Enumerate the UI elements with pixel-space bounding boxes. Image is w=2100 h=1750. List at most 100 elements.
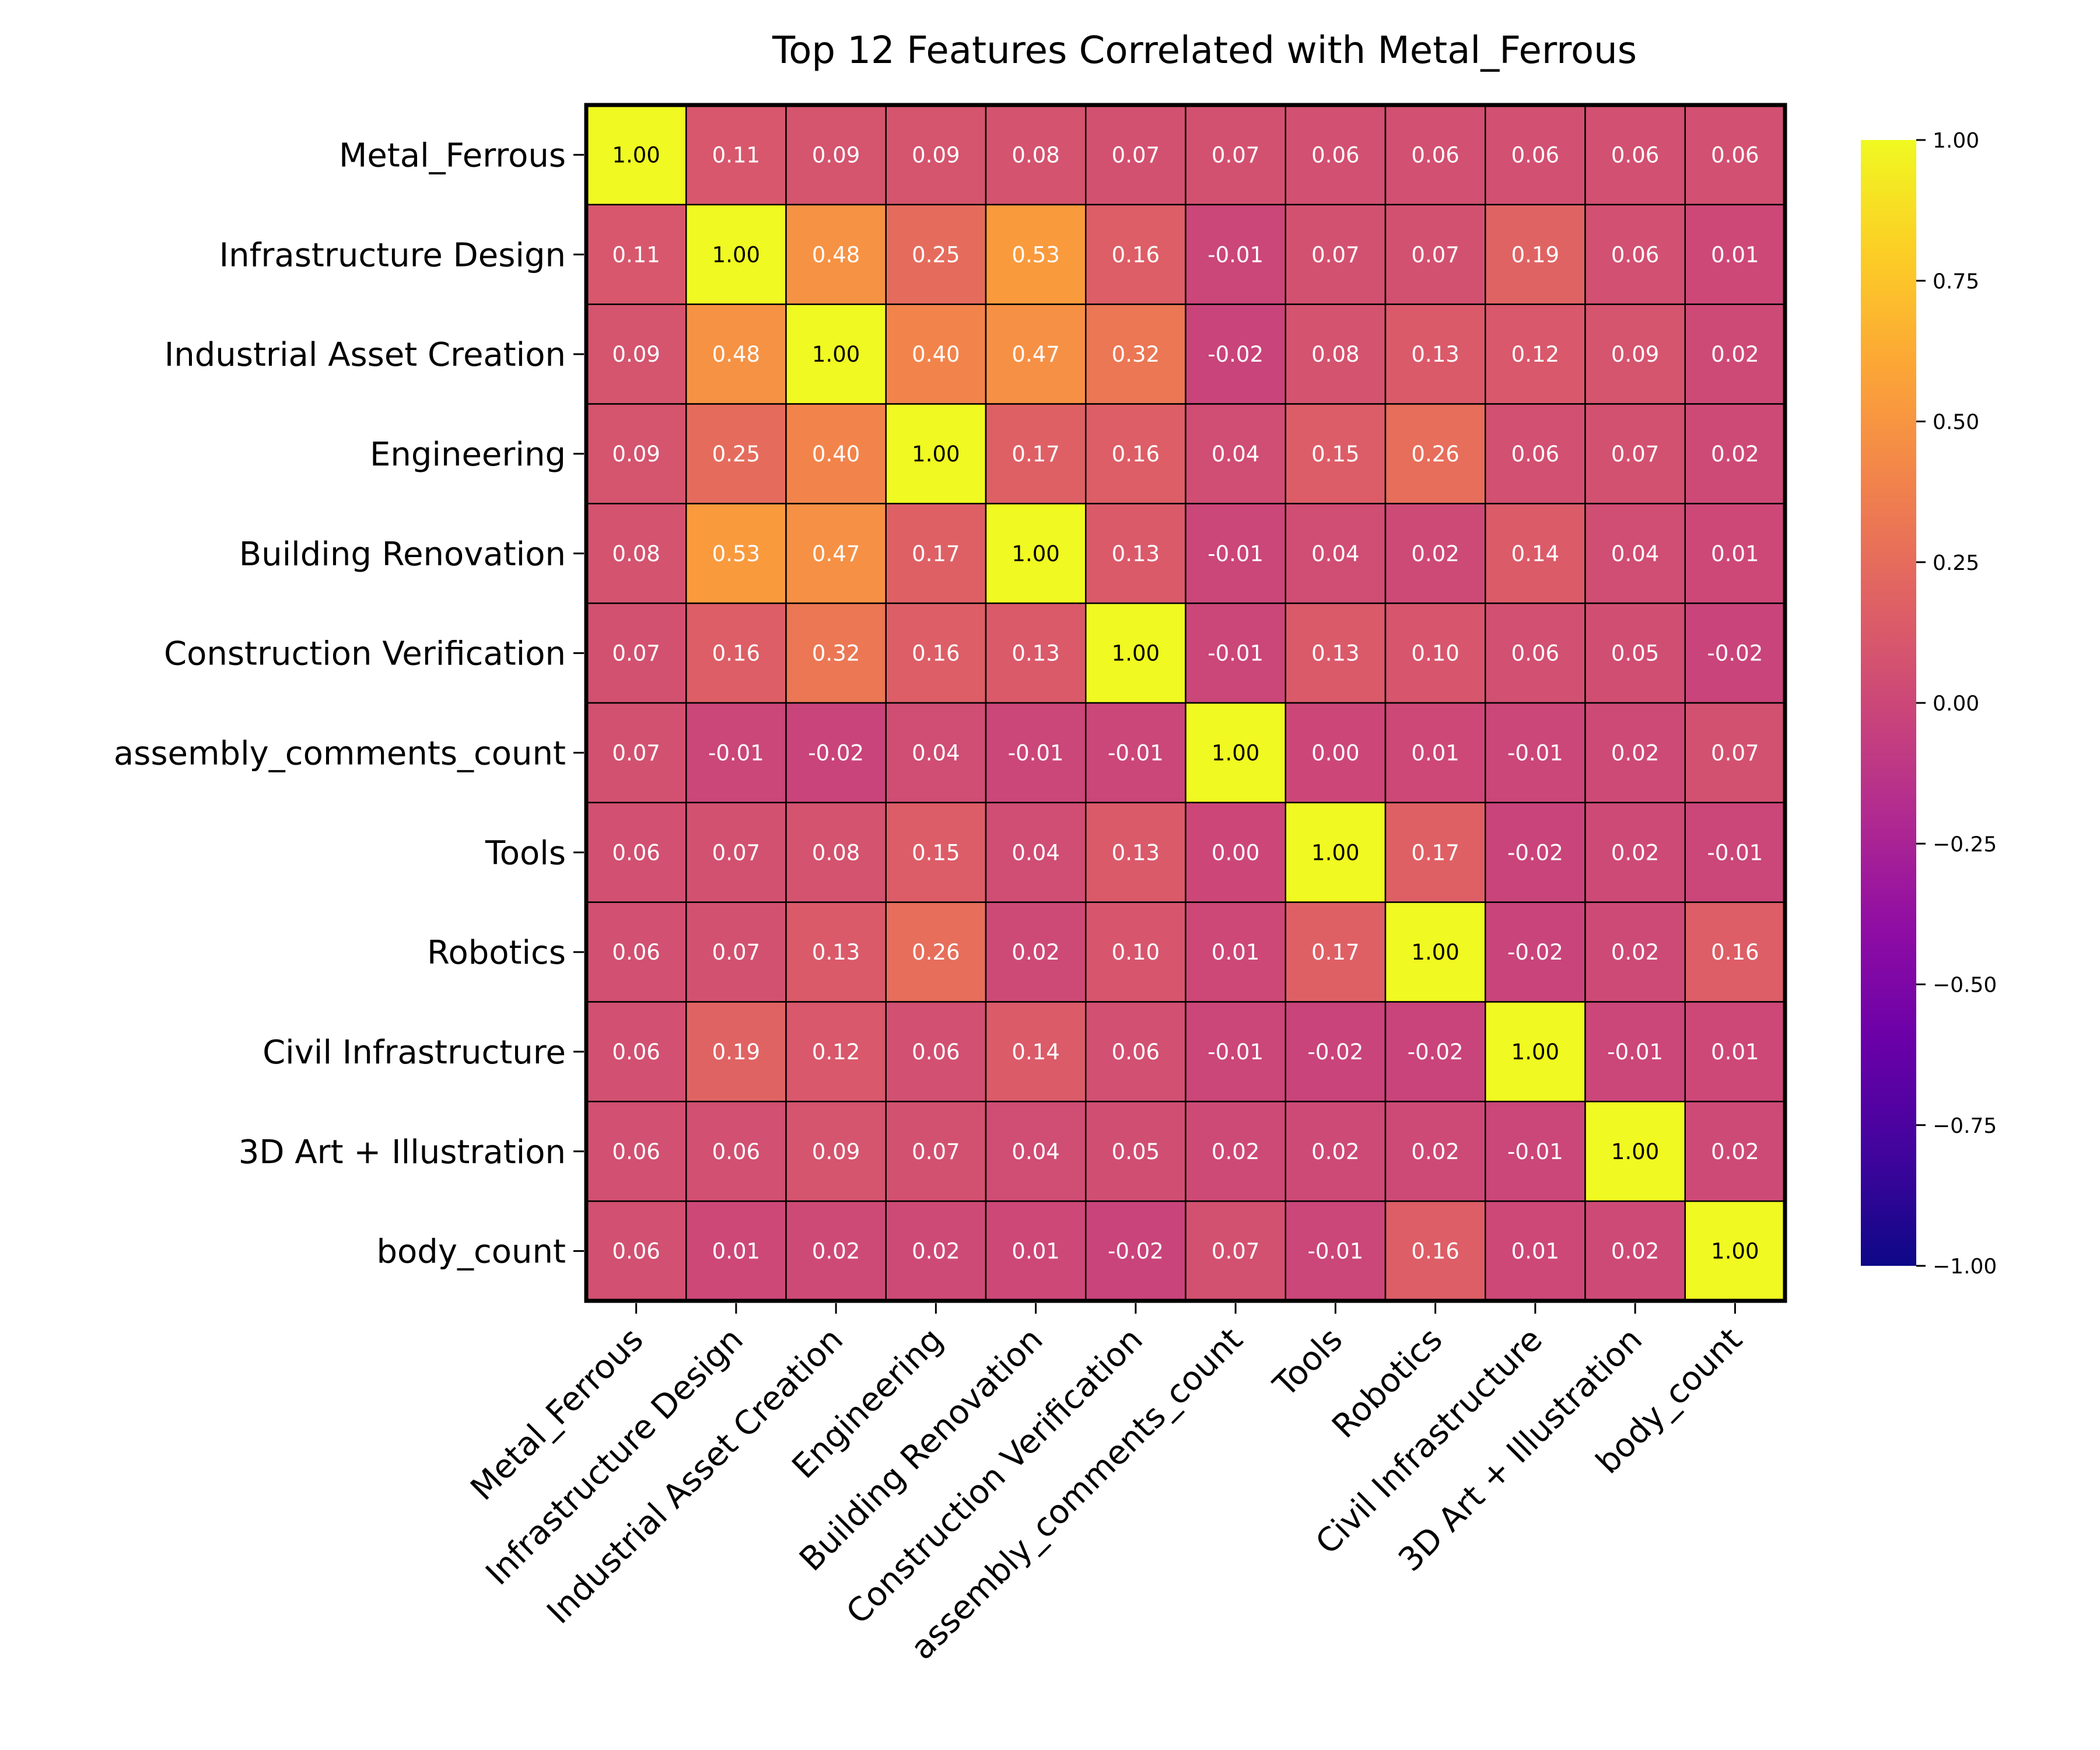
heatmap-cell bbox=[685, 503, 787, 604]
heatmap-cell-label: 1.00 bbox=[712, 242, 760, 267]
heatmap-cell-label: -0.01 bbox=[1507, 740, 1563, 765]
heatmap-cell bbox=[1684, 104, 1786, 206]
heatmap-cell-label: -0.02 bbox=[1707, 641, 1763, 666]
colorbar-tick-label: 1.00 bbox=[1933, 129, 1979, 153]
colorbar-ticks: 1.00 0.75 0.50 0.25 0.00 −0.25 −0.50 −0.75 −1.00 bbox=[1916, 129, 1997, 1279]
heatmap-cell-label: 0.40 bbox=[912, 342, 960, 367]
heatmap-cell-label: -0.01 bbox=[1607, 1040, 1663, 1065]
heatmap-cell-label: 0.19 bbox=[712, 1040, 760, 1065]
heatmap-cell-label: 0.06 bbox=[1112, 1040, 1160, 1065]
heatmap-cell bbox=[985, 1001, 1087, 1102]
heatmap-cell-label: 0.06 bbox=[1611, 142, 1659, 167]
heatmap-cell-label: 0.19 bbox=[1511, 242, 1559, 267]
heatmap-cell bbox=[1684, 1101, 1786, 1202]
heatmap-cell-label: 0.04 bbox=[1012, 1139, 1059, 1164]
heatmap-cell-label: 0.11 bbox=[612, 242, 660, 267]
heatmap-cell bbox=[1584, 1200, 1686, 1302]
heatmap-cell bbox=[1684, 1001, 1786, 1102]
heatmap-cell-label: -0.01 bbox=[1308, 1239, 1364, 1264]
heatmap-cell-label: 0.14 bbox=[1511, 541, 1559, 566]
heatmap-cell bbox=[785, 1200, 887, 1302]
heatmap-cell-label: 0.16 bbox=[712, 641, 760, 666]
heatmap-cell bbox=[1185, 204, 1286, 305]
heatmap-cell-label: 0.06 bbox=[712, 1139, 760, 1164]
heatmap-cell-label: 0.09 bbox=[612, 442, 660, 467]
heatmap-cell-label: 0.06 bbox=[1511, 442, 1559, 467]
heatmap-cell-label: -0.01 bbox=[1208, 641, 1264, 666]
heatmap-cell bbox=[1584, 1101, 1686, 1202]
heatmap-cell-label: 0.13 bbox=[1411, 342, 1459, 367]
heatmap-cell-label: 0.48 bbox=[812, 242, 860, 267]
heatmap-cell-label: 0.09 bbox=[912, 142, 960, 167]
heatmap-cell bbox=[1384, 403, 1486, 505]
heatmap-cell-label: 1.00 bbox=[1511, 1040, 1559, 1065]
y-tick-label: Construction Verification bbox=[164, 635, 566, 673]
heatmap-cell-label: 0.09 bbox=[812, 1139, 860, 1164]
y-tick-label: Building Renovation bbox=[239, 536, 566, 573]
heatmap-cell-label: 1.00 bbox=[812, 342, 860, 367]
heatmap-cell-label: -0.01 bbox=[1507, 1139, 1563, 1164]
heatmap-cell-label: 0.00 bbox=[1212, 840, 1259, 865]
heatmap-cell bbox=[785, 403, 887, 505]
heatmap-cell-label: 0.02 bbox=[1411, 1139, 1459, 1164]
heatmap-cell-label: 0.13 bbox=[812, 940, 860, 965]
heatmap-cell-label: 0.06 bbox=[1511, 142, 1559, 167]
heatmap-cell bbox=[1384, 702, 1486, 804]
heatmap-cell-label: 0.07 bbox=[712, 940, 760, 965]
y-axis-ticks: Metal_Ferrous Infrastructure Design Indust… bbox=[114, 136, 584, 1271]
colorbar-tick-label: 0.00 bbox=[1933, 692, 1979, 716]
y-tick-label: Industrial Asset Creation bbox=[164, 336, 566, 374]
heatmap-cell-label: 0.02 bbox=[912, 1239, 960, 1264]
heatmap-cell bbox=[885, 802, 987, 903]
heatmap-cell-label: 0.53 bbox=[712, 541, 760, 566]
heatmap-cell bbox=[1485, 702, 1586, 804]
heatmap-cell bbox=[1085, 104, 1186, 206]
heatmap-cell-label: 0.07 bbox=[612, 641, 660, 666]
heatmap-cell-label: -0.01 bbox=[1208, 242, 1264, 267]
heatmap-cell bbox=[885, 901, 987, 1003]
heatmap-cell bbox=[1284, 1101, 1387, 1202]
heatmap-cell bbox=[585, 303, 687, 405]
y-tick-label: body_count bbox=[377, 1233, 566, 1271]
heatmap-cell-label: -0.01 bbox=[1707, 840, 1763, 865]
heatmap-cell bbox=[1384, 901, 1486, 1003]
heatmap-cell-label: 0.06 bbox=[612, 1139, 660, 1164]
heatmap-cell-label: 0.02 bbox=[1711, 1139, 1759, 1164]
heatmap-cell-label: 0.17 bbox=[1012, 442, 1059, 467]
heatmap-cell bbox=[585, 403, 687, 505]
heatmap-cell bbox=[785, 1101, 887, 1202]
colorbar-tick-label: −0.25 bbox=[1933, 832, 1997, 856]
x-tick-label: Tools bbox=[1266, 1321, 1350, 1405]
heatmap-cell bbox=[985, 702, 1087, 804]
heatmap-cell-label: 0.12 bbox=[1511, 342, 1559, 367]
heatmap-cell-label: 0.02 bbox=[1012, 940, 1059, 965]
heatmap-cell-label: 0.13 bbox=[1311, 641, 1359, 666]
heatmap-cell bbox=[785, 503, 887, 604]
y-tick-label: Engineering bbox=[370, 436, 566, 474]
heatmap-cell-label: 0.08 bbox=[1012, 142, 1059, 167]
x-tick-label: Metal_Ferrous bbox=[464, 1321, 651, 1508]
heatmap-cell bbox=[685, 1001, 787, 1102]
heatmap-cell-label: 0.01 bbox=[1711, 242, 1759, 267]
heatmap-cell bbox=[1185, 901, 1286, 1003]
heatmap-cell bbox=[1085, 403, 1186, 505]
heatmap-cell bbox=[1384, 602, 1486, 704]
heatmap-cell-label: -0.01 bbox=[1208, 1040, 1264, 1065]
heatmap-cell-label: 0.26 bbox=[1411, 442, 1459, 467]
heatmap-cell-label: -0.01 bbox=[1108, 740, 1164, 765]
heatmap-cell bbox=[585, 901, 687, 1003]
heatmap-cell-label: 0.05 bbox=[1611, 641, 1659, 666]
heatmap-cell-label: 0.17 bbox=[1311, 940, 1359, 965]
heatmap-cell-label: 0.01 bbox=[1012, 1239, 1059, 1264]
heatmap-cell bbox=[1584, 403, 1686, 505]
heatmap-cell bbox=[985, 204, 1087, 305]
colorbar-tick-label: 0.25 bbox=[1933, 551, 1979, 575]
y-tick-label: assembly_comments_count bbox=[114, 734, 566, 772]
heatmap-cell-label: 0.12 bbox=[812, 1040, 860, 1065]
heatmap-cell-label: 0.02 bbox=[1212, 1139, 1259, 1164]
heatmap-cell-label: 1.00 bbox=[1411, 940, 1459, 965]
heatmap-cell bbox=[1485, 602, 1586, 704]
heatmap-cell bbox=[1185, 503, 1286, 604]
heatmap-cell bbox=[685, 1200, 787, 1302]
